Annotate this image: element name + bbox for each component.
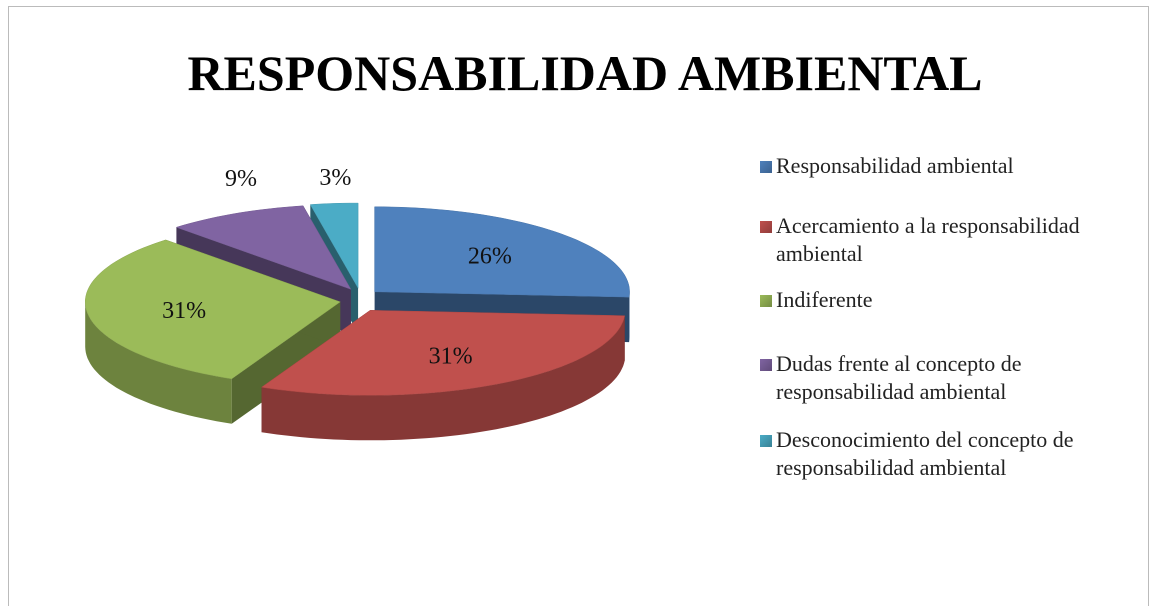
slice [175, 205, 352, 290]
slice [85, 239, 341, 380]
legend-label: Acercamiento a la responsabilidad ambien… [776, 213, 1080, 266]
legend-label: Desconocimiento del concepto de responsa… [776, 427, 1074, 480]
slice [374, 206, 630, 298]
data-label: 26% [468, 244, 512, 270]
legend: Responsabilidad ambiental Acercamiento a … [760, 152, 1120, 482]
data-label: 9% [225, 166, 257, 192]
chart-frame [8, 6, 1149, 606]
legend-swatch [760, 359, 772, 371]
legend-swatch [760, 221, 772, 233]
legend-label: Responsabilidad ambiental [776, 153, 1014, 178]
data-label: 31% [162, 298, 206, 324]
legend-label: Dudas frente al concepto de responsabili… [776, 351, 1022, 404]
slice [260, 310, 626, 396]
legend-item: Desconocimiento del concepto de responsa… [760, 426, 1120, 482]
chart-title: RESPONSABILIDAD AMBIENTAL [187, 45, 982, 101]
legend-swatch [760, 295, 772, 307]
slice-wall [85, 301, 232, 424]
legend-item: Dudas frente al concepto de responsabili… [760, 350, 1120, 406]
legend-item: Responsabilidad ambiental [760, 152, 1120, 180]
data-label: 3% [319, 165, 351, 191]
data-label: 31% [429, 344, 473, 370]
legend-item: Acercamiento a la responsabilidad ambien… [760, 212, 1120, 268]
slice [309, 202, 359, 290]
slice-wall [629, 291, 630, 343]
legend-swatch [760, 161, 772, 173]
legend-item: Indiferente [760, 286, 1120, 314]
slice-wall [261, 315, 625, 441]
legend-label: Indiferente [776, 287, 873, 312]
legend-swatch [760, 435, 772, 447]
